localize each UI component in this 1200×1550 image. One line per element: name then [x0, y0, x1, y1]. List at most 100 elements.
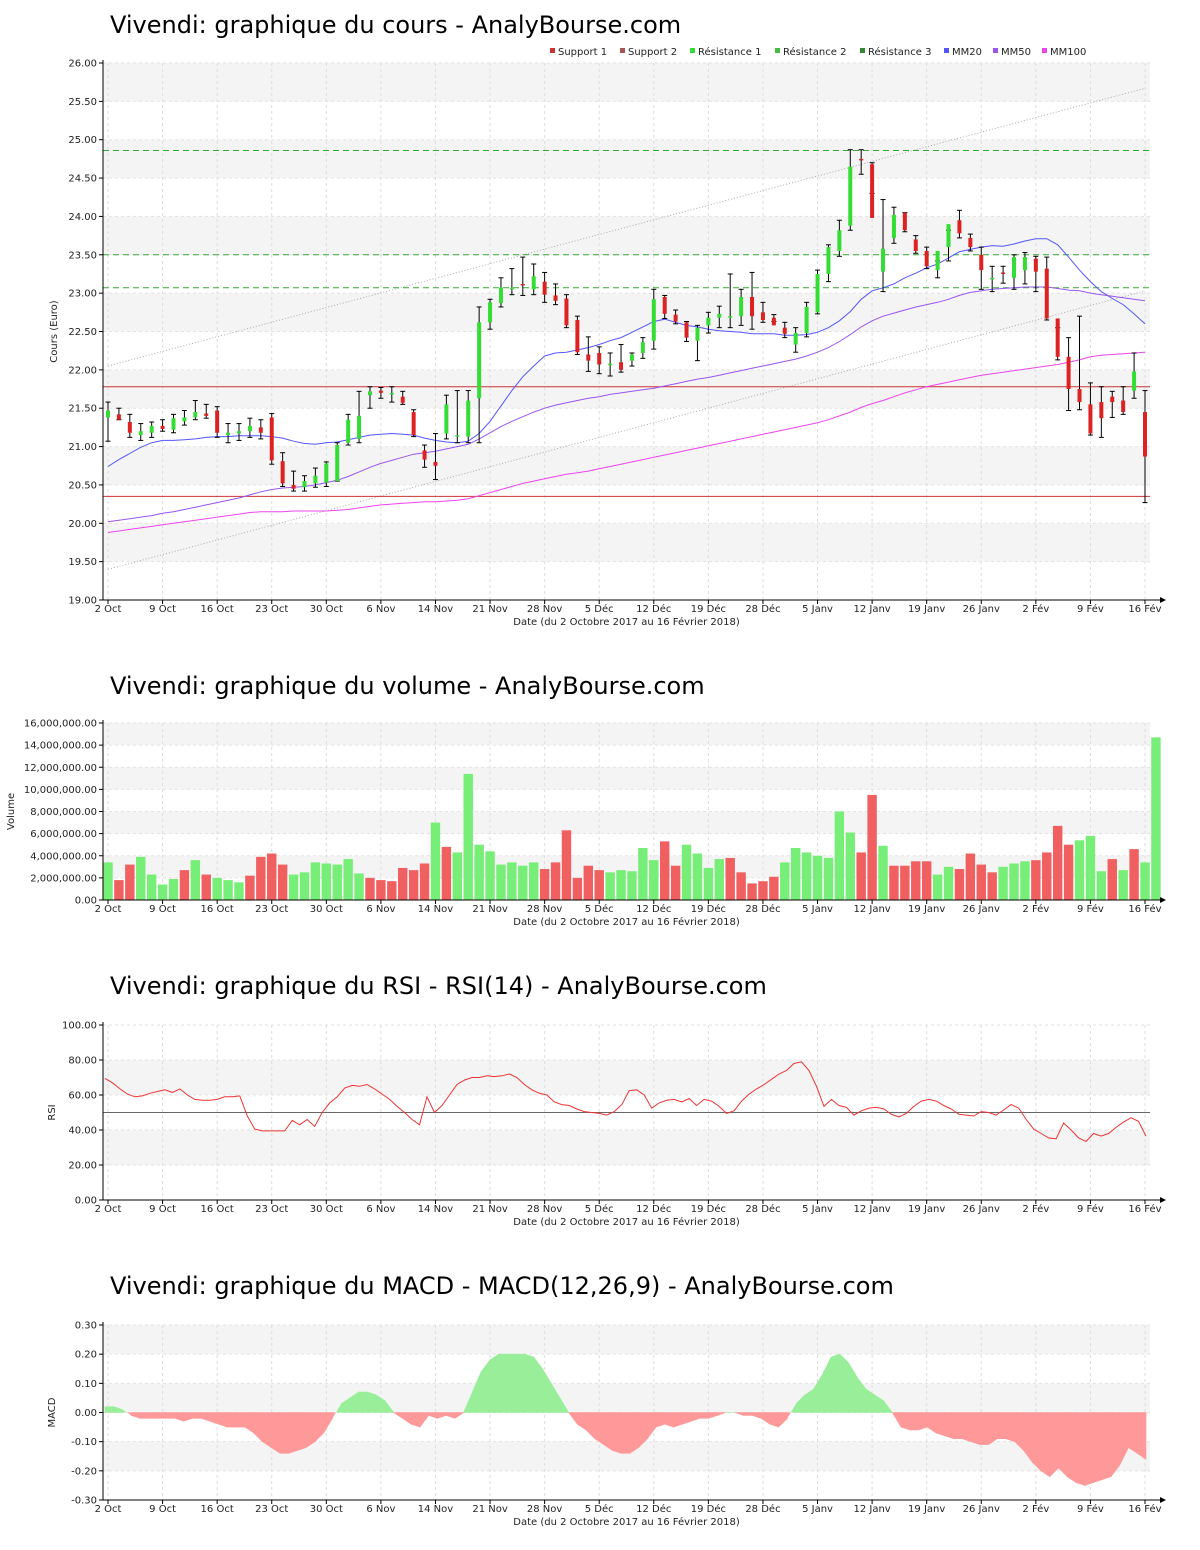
volume-bar [812, 855, 823, 900]
macd-area-segment [1093, 1412, 1103, 1483]
candle-body [346, 419, 351, 443]
volume-bar [136, 856, 146, 900]
candle [160, 419, 166, 432]
candle-body [498, 287, 503, 304]
candle-body [444, 404, 449, 434]
volume-bar [1151, 737, 1161, 900]
candle [367, 386, 373, 409]
x-tick-label: 9 Oct [149, 904, 176, 915]
candle-body [520, 283, 525, 286]
candle [880, 199, 886, 293]
macd-area-segment [262, 1412, 272, 1449]
volume-bar [911, 861, 921, 900]
macd-area-segment [297, 1412, 307, 1451]
volume-bar [714, 859, 724, 900]
x-tick-label: 30 Oct [310, 904, 343, 915]
candle-body [357, 415, 362, 439]
candle-body [302, 481, 307, 488]
candle-body [826, 247, 831, 274]
legend-swatch [775, 48, 780, 53]
macd-area-segment [402, 1412, 412, 1425]
y-tick-label: 23.00 [68, 289, 97, 300]
candle-body [717, 313, 722, 318]
candle [454, 390, 460, 444]
volume-bar [365, 877, 375, 900]
x-tick-label: 6 Nov [366, 904, 395, 915]
macd-area-segment [655, 1412, 666, 1428]
chart-panel-3: Vivendi: graphique du MACD - MACD(12,26,… [47, 1272, 1166, 1528]
x-tick-label: 16 Oct [201, 1204, 234, 1215]
volume-bar [616, 870, 626, 900]
x-tick-label: 16 Oct [201, 1504, 234, 1515]
macd-area-segment [288, 1412, 298, 1454]
macd-area-segment [708, 1412, 718, 1419]
candle-body [935, 250, 940, 271]
x-tick-label: 19 Déc [691, 903, 726, 915]
volume-bar [649, 860, 659, 900]
candle [913, 235, 919, 254]
candle [170, 413, 176, 434]
x-tick-label: 2 Oct [95, 1204, 122, 1215]
macd-area-segment [1049, 1412, 1059, 1478]
candle [1011, 254, 1017, 290]
macd-area-segment [839, 1353, 849, 1413]
macd-area-segment [944, 1412, 954, 1440]
volume-bar [878, 845, 888, 900]
y-tick-label: 0.00 [75, 1408, 97, 1419]
candle [618, 344, 624, 373]
candle [432, 433, 438, 481]
volume-bar [659, 841, 670, 900]
macd-area-segment [996, 1412, 1007, 1440]
volume-bar [343, 859, 353, 900]
candle [716, 305, 722, 329]
volume-bar [954, 869, 965, 900]
volume-bar [190, 860, 201, 900]
x-tick-label: 2 Fév [1022, 1503, 1049, 1515]
y-tick-label: 0.00 [75, 896, 97, 907]
macd-area-segment [489, 1353, 499, 1413]
x-tick-label: 9 Fév [1077, 603, 1104, 615]
y-tick-label: 100.00 [62, 1021, 97, 1032]
macd-area-segment [830, 1353, 841, 1413]
x-tick-label: 14 Nov [418, 1504, 454, 1515]
candle-body [673, 314, 678, 322]
rsi-line [104, 1061, 1147, 1143]
x-tick-label: 5 Déc [585, 1503, 614, 1515]
macd-area-segment [498, 1353, 508, 1413]
volume-bar [1129, 849, 1139, 900]
trend-channel-lower [107, 290, 1146, 570]
candle [487, 298, 493, 330]
candle [815, 269, 821, 315]
macd-area-segment [620, 1412, 631, 1454]
macd-area-segment [909, 1412, 919, 1431]
macd-area-segment [900, 1412, 911, 1431]
candle-body [750, 296, 755, 317]
candle [509, 268, 515, 296]
candle [465, 390, 471, 444]
macd-area-segment [690, 1412, 701, 1422]
volume-bar [452, 852, 463, 900]
candle [967, 233, 973, 252]
x-axis-arrow [1160, 897, 1166, 903]
x-tick-label: 23 Oct [255, 604, 288, 615]
volume-bar [212, 877, 222, 900]
candle [891, 206, 897, 244]
chart-title: Vivendi: graphique du RSI - RSI(14) - An… [110, 972, 767, 1000]
candle [214, 406, 220, 438]
candle [1055, 318, 1061, 361]
candle-body [182, 417, 187, 422]
candle-body [400, 396, 405, 403]
y-tick-label: 20.00 [68, 1161, 97, 1172]
volume-bar [758, 881, 768, 900]
grid-band [103, 1130, 1150, 1165]
candle [323, 461, 329, 487]
candle-body [1033, 258, 1038, 272]
candle [924, 246, 930, 270]
x-tick-label: 12 Déc [636, 903, 671, 915]
candle [563, 294, 569, 329]
macd-area-segment [305, 1412, 316, 1449]
legend-swatch [690, 48, 695, 53]
macd-area-segment [139, 1412, 150, 1419]
volume-bar [1031, 860, 1041, 900]
candle [902, 212, 908, 233]
